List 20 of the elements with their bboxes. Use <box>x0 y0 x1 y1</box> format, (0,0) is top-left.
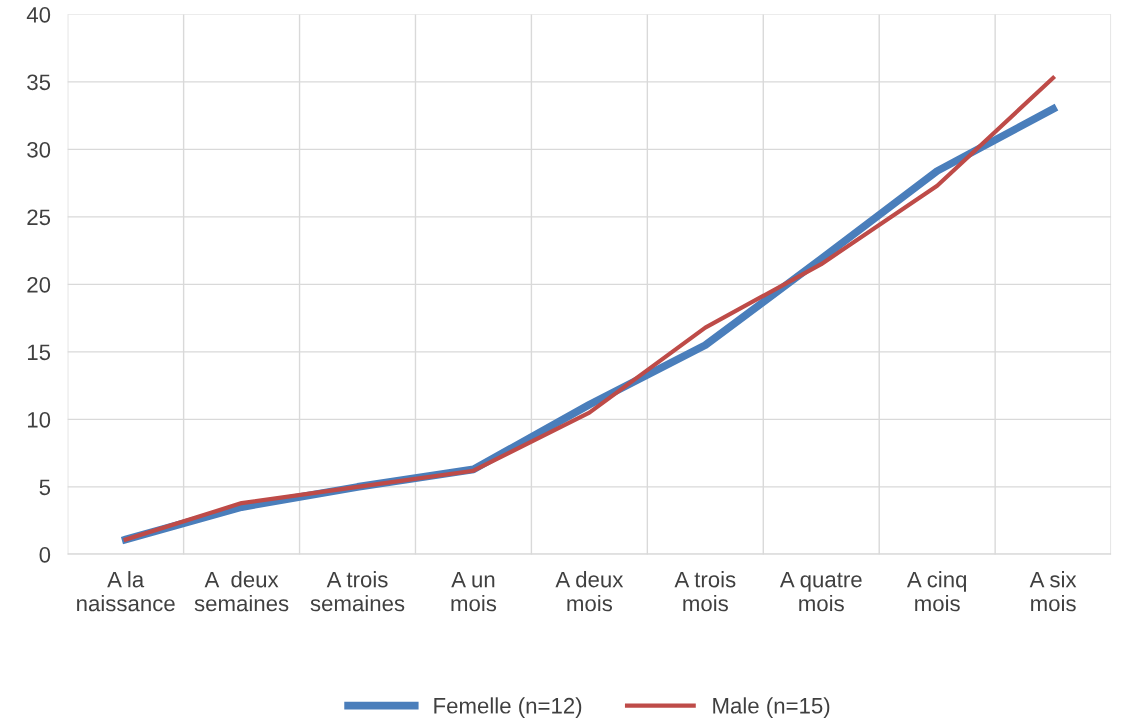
x-tick-label: A quatre mois <box>779 571 862 612</box>
y-tick-label: 35 <box>27 74 51 91</box>
y-tick-label: 40 <box>26 6 51 23</box>
y-tick-label: 15 <box>27 344 51 361</box>
y-tick-label: 10 <box>27 411 51 428</box>
y-tick-label: 30 <box>27 141 51 158</box>
x-tick-label: A la naissance <box>77 571 175 612</box>
x-tick-label: A cinq mois <box>906 571 967 612</box>
x-tick-label: A trois mois <box>674 571 736 612</box>
y-tick-label: 20 <box>27 276 51 293</box>
x-tick-label: A deux mois <box>555 571 624 612</box>
y-tick-label: 25 <box>27 209 51 226</box>
x-tick-label: A deux semaines <box>194 571 289 612</box>
x-tick-label: A un mois <box>451 571 497 612</box>
legend-label: Male (n=15) <box>713 697 830 718</box>
x-tick-label: A six mois <box>1029 571 1077 612</box>
x-tick-label: A trois semaines <box>310 571 405 612</box>
legend-label: Femelle (n=12) <box>434 697 582 718</box>
y-tick-label: 5 <box>39 479 51 496</box>
y-tick-label: 0 <box>39 546 51 563</box>
